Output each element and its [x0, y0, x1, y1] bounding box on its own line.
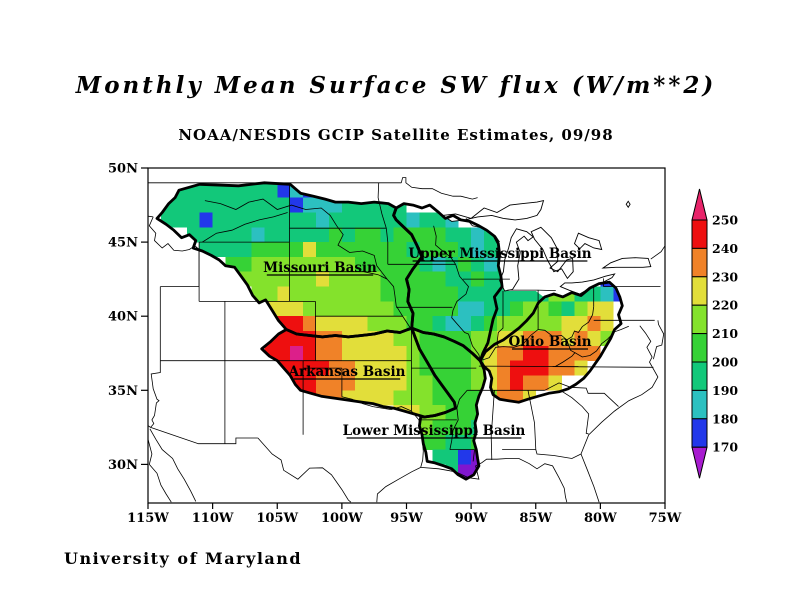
basin-label: Ohio Basin: [508, 334, 591, 350]
colorbar-label: 240: [712, 241, 738, 256]
colorbar-label: 190: [712, 383, 738, 398]
figure-title: Monthly Mean Surface SW flux (W/m**2): [75, 72, 717, 99]
colorbar-segment: [691, 389, 708, 420]
basin-label: Lower Mississippi Basin: [343, 423, 526, 439]
colorbar-segment: [691, 219, 708, 249]
great-lakes: [441, 199, 652, 295]
lon-tick-label: 95W: [390, 511, 423, 526]
basin-outline: [478, 280, 624, 404]
colorbar-label: 250: [712, 213, 738, 228]
lon-tick-label: 115W: [127, 511, 169, 526]
credit-text: University of Maryland: [64, 549, 303, 568]
lon-tick-label: 85W: [519, 511, 552, 526]
colorbar-segment: [691, 247, 708, 278]
lat-tick-label: 50N: [108, 162, 138, 177]
lon-tick-label: 75W: [649, 511, 682, 526]
lon-tick-label: 105W: [256, 511, 298, 526]
lon-tick-label: 80W: [584, 511, 617, 526]
figure-subtitle: NOAA/NESDIS GCIP Satellite Estimates, 09…: [178, 126, 614, 144]
colorbar: 250 240 230 220 210 200 190 180 170: [691, 188, 738, 479]
colorbar-segment: [691, 276, 708, 306]
lat-tick-label: 30N: [108, 458, 138, 473]
colorbar-label: 210: [712, 326, 738, 341]
state-boundaries: [148, 177, 665, 503]
lon-tick-label: 90W: [455, 511, 488, 526]
basin-outlines: [155, 181, 624, 481]
colorbar-label: 230: [712, 269, 738, 284]
colorbar-segment: [691, 418, 708, 448]
colorbar-label: 180: [712, 411, 738, 426]
lon-tick-label: 110W: [192, 511, 234, 526]
axes: 50N 45N 40N 35N 30N 115W 110W 105W 100W 95W 90W 85W…: [108, 162, 682, 527]
basin-label: Upper Mississippi Basin: [408, 246, 591, 262]
colorbar-label: 170: [712, 440, 738, 455]
rivers: [202, 198, 388, 280]
basin-label: Missouri Basin: [263, 260, 377, 276]
lat-tick-label: 40N: [108, 310, 138, 325]
colorbar-segment: [691, 361, 708, 391]
basin-outline: [392, 202, 504, 363]
basin-labels: Missouri Basin Upper Mississippi Basin Ohi…: [263, 246, 592, 439]
colorbar-label: 220: [712, 298, 738, 313]
basin-outline: [410, 326, 487, 481]
colorbar-segment: [691, 333, 708, 363]
basin-label: Arkansas Basin: [288, 364, 406, 380]
colorbar-over-arrow: [691, 188, 708, 221]
lon-tick-label: 100W: [321, 511, 363, 526]
colorbar-under-arrow: [691, 446, 708, 479]
colorbar-segment: [691, 304, 708, 335]
lat-tick-label: 35N: [108, 384, 138, 399]
lat-tick-label: 45N: [108, 236, 138, 251]
colorbar-label: 200: [712, 355, 738, 370]
